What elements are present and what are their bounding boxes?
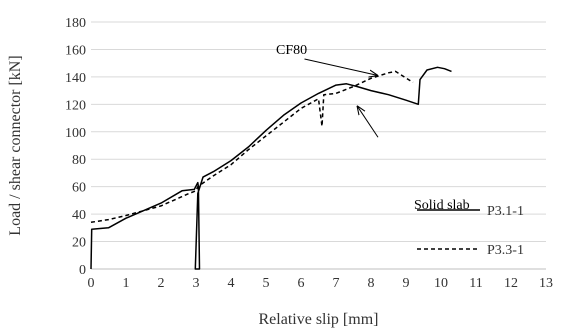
legend-label: P3.3-1 xyxy=(487,243,524,258)
y-tick-label: 100 xyxy=(65,126,86,141)
series-line-2 xyxy=(90,70,414,224)
y-axis-title: Load / shear connector [kN] xyxy=(7,55,24,235)
y-tick-label: 180 xyxy=(65,16,86,31)
annotation-label: CF80 xyxy=(276,43,307,58)
series-line-1 xyxy=(90,66,452,270)
x-tick-label: 0 xyxy=(88,276,95,291)
y-tick-label: 160 xyxy=(65,43,86,58)
x-tick-label: 9 xyxy=(403,276,410,291)
y-tick-label: 20 xyxy=(72,236,86,251)
x-tick-label: 7 xyxy=(333,276,340,291)
y-tick-label: 60 xyxy=(72,181,86,196)
annotation-arrow xyxy=(304,58,379,75)
y-tick-label: 0 xyxy=(79,263,86,278)
x-tick-label: 6 xyxy=(298,276,305,291)
series-lines xyxy=(90,66,452,270)
annotation-arrow xyxy=(357,106,379,138)
x-tick-label: 3 xyxy=(193,276,200,291)
x-tick-label: 2 xyxy=(158,276,165,291)
y-tick-label: 80 xyxy=(72,153,86,168)
x-tick-label: 11 xyxy=(469,276,482,291)
x-tick-label: 5 xyxy=(263,276,270,291)
x-axis-title: Relative slip [mm] xyxy=(259,311,379,328)
legend-label: P3.1-1 xyxy=(487,204,524,219)
x-tick-label: 13 xyxy=(539,276,553,291)
x-tick-label: 8 xyxy=(368,276,375,291)
y-tick-label: 40 xyxy=(72,208,86,223)
x-tick-label: 4 xyxy=(228,276,235,291)
y-tick-label: 120 xyxy=(65,98,86,113)
x-tick-label: 12 xyxy=(504,276,518,291)
x-tick-label: 10 xyxy=(434,276,448,291)
legend: P3.1-1 P3.3-1 xyxy=(417,204,524,258)
x-tick-label: 1 xyxy=(123,276,130,291)
y-tick-label: 140 xyxy=(65,71,86,86)
